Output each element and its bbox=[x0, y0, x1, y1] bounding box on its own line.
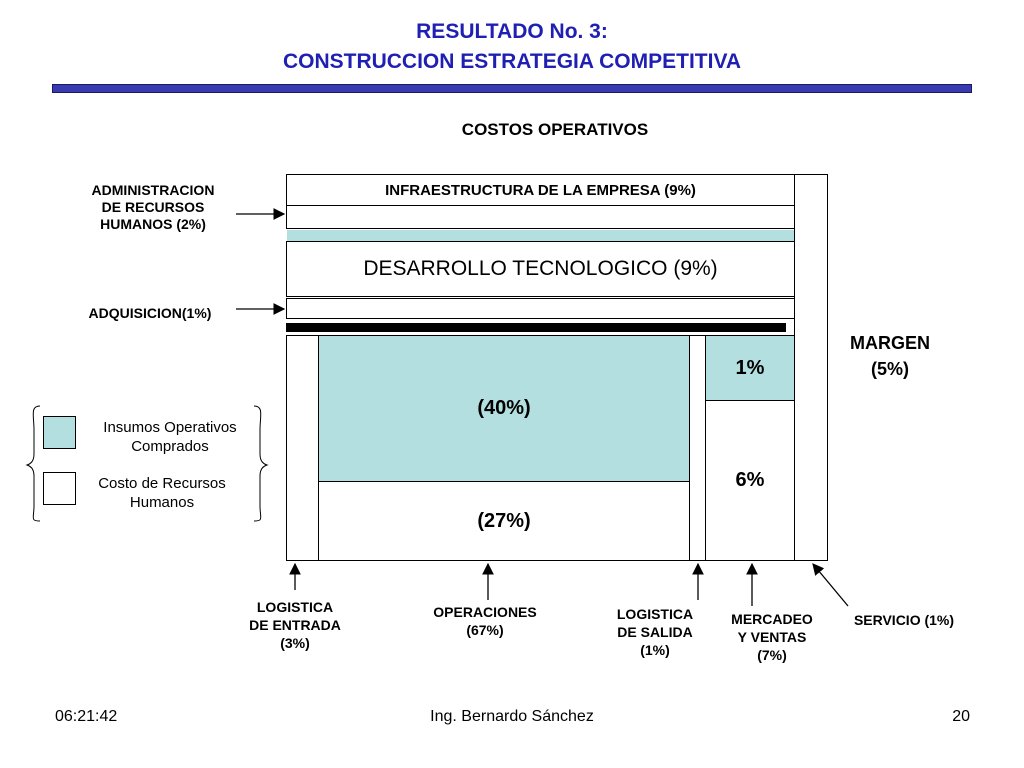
margen-label-line1: MARGEN bbox=[850, 333, 930, 353]
servicio-label: SERVICIO (1%) bbox=[853, 612, 955, 628]
margen-label-line2: (5%) bbox=[870, 359, 909, 379]
logistica-salida-line1: LOGISTICA bbox=[616, 606, 694, 622]
operaciones-label: OPERACIONES (67%) bbox=[410, 603, 560, 639]
legend-rrhh-line1: Costo de Recursos bbox=[98, 475, 226, 492]
rrhh-box bbox=[286, 205, 795, 229]
footer-time: 06:21:42 bbox=[55, 708, 118, 725]
footer-page-number: 20 bbox=[952, 708, 970, 725]
mercadeo-line1: MERCADEO bbox=[731, 611, 813, 627]
logistica-salida-line2: DE SALIDA bbox=[617, 624, 693, 640]
logistica-salida-label: LOGISTICA DE SALIDA (1%) bbox=[590, 605, 720, 659]
slide-title-line2: CONSTRUCCION ESTRATEGIA COMPETITIVA bbox=[282, 50, 742, 73]
rrhh-label-line3: HUMANOS (2%) bbox=[100, 216, 206, 232]
desarrollo-tecnologico-box: DESARROLLO TECNOLOGICO (9%) bbox=[286, 241, 795, 297]
legend-rrhh-line2: Humanos bbox=[129, 494, 195, 511]
mercadeo-rrhh-cell: 6% bbox=[705, 400, 795, 561]
legend-swatch-insumos bbox=[43, 416, 76, 449]
mercadeo-line3: (7%) bbox=[757, 647, 787, 663]
legend-left-brace bbox=[25, 405, 41, 522]
operaciones-rrhh-cell: (27%) bbox=[318, 481, 690, 561]
diagram-heading: COSTOS OPERATIVOS bbox=[461, 120, 649, 139]
logistica-entrada-label: LOGISTICA DE ENTRADA (3%) bbox=[230, 598, 360, 652]
legend-insumos-line2: Comprados bbox=[131, 438, 209, 455]
operaciones-insumos-cell: (40%) bbox=[318, 335, 690, 482]
legend-insumos-label: Insumos Operativos Comprados bbox=[80, 418, 260, 456]
rrhh-insumos-strip bbox=[287, 230, 794, 241]
thick-separator bbox=[286, 323, 786, 332]
operaciones-line1: OPERACIONES bbox=[433, 604, 537, 620]
mercadeo-line2: Y VENTAS bbox=[737, 629, 807, 645]
logistica-entrada-line3: (3%) bbox=[280, 635, 310, 651]
rrhh-label: ADMINISTRACION DE RECURSOS HUMANOS (2%) bbox=[68, 182, 238, 233]
legend-insumos-line1: Insumos Operativos bbox=[103, 419, 237, 436]
servicio-arrow bbox=[812, 563, 849, 607]
adquisicion-label: ADQUISICION(1%) bbox=[88, 305, 212, 321]
logistica-entrada-line1: LOGISTICA bbox=[256, 599, 334, 615]
slide-title-line1: RESULTADO No. 3: bbox=[416, 20, 608, 43]
margen-label: MARGEN (5%) bbox=[830, 330, 950, 382]
operaciones-line2: (67%) bbox=[466, 622, 504, 638]
footer-author: Ing. Bernardo Sánchez bbox=[430, 708, 594, 725]
mercadeo-label: MERCADEO Y VENTAS (7%) bbox=[712, 610, 832, 664]
legend-right-brace bbox=[253, 405, 269, 522]
logistica-entrada-line2: DE ENTRADA bbox=[249, 617, 341, 633]
legend-rrhh-label: Costo de Recursos Humanos bbox=[72, 474, 252, 512]
logistica-salida-line3: (1%) bbox=[640, 642, 670, 658]
margen-column bbox=[794, 174, 828, 561]
legend-swatch-rrhh bbox=[43, 472, 76, 505]
rrhh-label-line2: DE RECURSOS bbox=[101, 199, 205, 215]
title-underline-bar bbox=[52, 84, 972, 93]
rrhh-label-line1: ADMINISTRACION bbox=[91, 182, 215, 198]
infraestructura-box: INFRAESTRUCTURA DE LA EMPRESA (9%) bbox=[286, 174, 795, 206]
